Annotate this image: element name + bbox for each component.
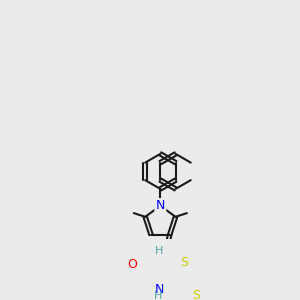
- Text: S: S: [192, 289, 200, 300]
- Text: N: N: [156, 199, 165, 212]
- Text: S: S: [180, 256, 188, 269]
- Text: H: H: [155, 246, 164, 256]
- Text: H: H: [154, 291, 162, 300]
- Text: N: N: [155, 283, 164, 296]
- Text: O: O: [127, 258, 137, 271]
